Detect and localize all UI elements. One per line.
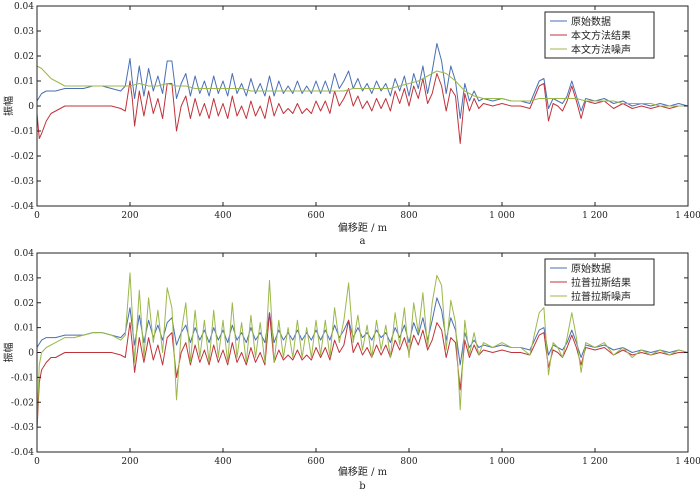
- x-tick-label: 800: [400, 211, 417, 221]
- x-tick-label: 400: [214, 211, 231, 221]
- x-tick-label: 400: [214, 457, 231, 467]
- chart-panel-a: 0.040.030.020.010-0.01-0.02-0.03-0.040 20…: [2, 2, 700, 247]
- y-tick-label: -0.04: [11, 448, 34, 458]
- y-tick-label: 0.03: [14, 27, 34, 37]
- x-tick-label: 600: [307, 457, 324, 467]
- legend-entry: 原始数据: [571, 262, 611, 275]
- series-line-3: [37, 65, 688, 107]
- y-tick-label: 0.02: [14, 299, 34, 309]
- y-tick-label: -0.03: [11, 177, 34, 187]
- y-tick-label: 0.01: [14, 324, 34, 334]
- x-tick-label: 1 000: [489, 457, 515, 467]
- series-line-2: [37, 73, 688, 144]
- x-tick-label: 1 200: [582, 457, 608, 467]
- legend-entry: 原始数据: [571, 15, 611, 28]
- chart-panel-b: 0.040.030.020.010-0.01-0.02-0.03-0.040 20…: [2, 249, 700, 492]
- x-axis-label: 偏移距 / m: [338, 465, 388, 478]
- x-tick-label: 600: [307, 211, 324, 221]
- x-tick-label: 1 000: [489, 211, 515, 221]
- x-tick-label: 1 400: [675, 457, 700, 467]
- y-tick-label: 0.03: [14, 274, 34, 284]
- panel-label: b: [359, 481, 365, 492]
- x-tick-label: 800: [400, 457, 417, 467]
- legend-entry: 拉普拉斯噪声: [571, 290, 631, 303]
- x-axis-label: 偏移距 / m: [338, 221, 388, 234]
- y-axis-label: 振幅: [2, 96, 15, 116]
- y-tick-label: 0.04: [14, 2, 34, 12]
- series-line-2: [37, 312, 688, 430]
- panel-label: a: [360, 236, 366, 247]
- y-tick-label: 0.04: [14, 249, 34, 259]
- y-tick-label: -0.02: [11, 152, 34, 162]
- y-tick-label: 0.01: [14, 77, 34, 87]
- x-tick-label: 0: [34, 457, 40, 467]
- y-tick-label: 0: [28, 349, 34, 359]
- legend-entry: 本文方法噪声: [571, 43, 631, 56]
- y-tick-label: -0.04: [11, 202, 34, 212]
- y-tick-label: -0.03: [11, 423, 34, 433]
- series-line-3: [37, 272, 688, 428]
- y-tick-label: 0.02: [14, 52, 34, 62]
- x-tick-label: 1 200: [582, 211, 608, 221]
- y-tick-label: -0.01: [11, 373, 34, 383]
- legend-entry: 拉普拉斯结果: [571, 276, 631, 289]
- x-tick-label: 0: [34, 211, 40, 221]
- y-tick-label: -0.02: [11, 398, 34, 408]
- x-tick-label: 200: [121, 457, 138, 467]
- y-tick-label: 0: [28, 102, 34, 112]
- legend-entry: 本文方法结果: [571, 29, 631, 42]
- y-tick-label: -0.01: [11, 127, 34, 137]
- y-axis-label: 振幅: [2, 343, 15, 363]
- x-tick-label: 200: [121, 211, 138, 221]
- x-tick-label: 1 400: [675, 211, 700, 221]
